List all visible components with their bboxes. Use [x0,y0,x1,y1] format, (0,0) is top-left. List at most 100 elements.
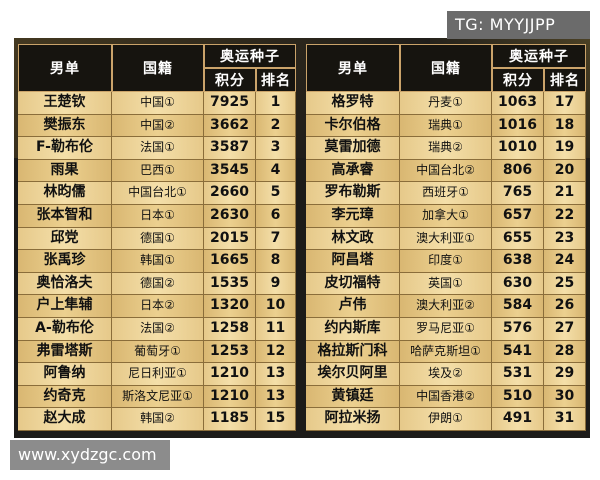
player-name: 莫雷加德 [306,137,400,160]
points-cell: 655 [492,227,544,251]
rank-cell: 30 [544,385,586,409]
nationality-cell: 加拿大① [400,204,492,228]
table-body-left: 王楚钦 中国① 7925 1 樊振东 中国② 3662 2 F-勒布伦 法国① 3587 3 雨果 巴西①… [18,92,296,431]
rank-cell: 21 [544,182,586,205]
points-cell: 630 [492,272,544,296]
points-cell: 3587 [204,137,256,160]
nationality-cell: 澳大利亚① [400,227,492,251]
points-cell: 3662 [204,114,256,138]
table-row: 莫雷加德 瑞典② 1010 19 [306,137,586,160]
nationality-cell: 韩国② [112,408,204,431]
rank-cell: 1 [256,92,296,115]
player-name: 卡尔伯格 [306,114,400,138]
player-name: 阿拉米扬 [306,408,400,431]
points-cell: 1665 [204,250,256,273]
player-name: 赵大成 [18,408,112,431]
table-row: 赵大成 韩国② 1185 15 [18,408,296,431]
table-row: 邱党 德国① 2015 7 [18,227,296,251]
player-name: 张禹珍 [18,250,112,273]
table-row: 高承睿 中国台北② 806 20 [306,159,586,183]
nationality-cell: 中国台北② [400,159,492,183]
rank-cell: 29 [544,363,586,386]
rank-cell: 12 [256,340,296,364]
rank-cell: 26 [544,295,586,318]
table-row: 约内斯库 罗马尼亚① 576 27 [306,317,586,341]
header-rank: 排名 [256,68,296,92]
table-row: A-勒布伦 法国② 1258 11 [18,317,296,341]
player-name: 卢伟 [306,295,400,318]
nationality-cell: 巴西① [112,159,204,183]
points-cell: 510 [492,385,544,409]
rank-cell: 17 [544,92,586,115]
player-name: 高承睿 [306,159,400,183]
nationality-cell: 法国② [112,317,204,341]
points-cell: 1210 [204,385,256,409]
player-name: 林昀儒 [18,182,112,205]
nationality-cell: 日本② [112,295,204,318]
header-olympic-seed: 奥运种子 [204,44,296,68]
player-name: 樊振东 [18,114,112,138]
nationality-cell: 法国① [112,137,204,160]
nationality-cell: 西班牙① [400,182,492,205]
rank-cell: 4 [256,159,296,183]
points-cell: 1185 [204,408,256,431]
nationality-cell: 伊朗① [400,408,492,431]
table-row: 奥恰洛夫 德国② 1535 9 [18,272,296,296]
points-cell: 1253 [204,340,256,364]
table-row: 张禹珍 韩国① 1665 8 [18,250,296,273]
points-cell: 3545 [204,159,256,183]
rank-cell: 27 [544,317,586,341]
table-row: 张本智和 日本① 2630 6 [18,204,296,228]
rank-cell: 25 [544,272,586,296]
points-cell: 1535 [204,272,256,296]
rank-cell: 13 [256,385,296,409]
ranking-table-right: 男单 国籍 奥运种子 积分 排名 格罗特 丹麦① 1063 17 卡尔伯格 瑞典① 1016… [306,44,586,431]
rank-cell: 3 [256,137,296,160]
points-cell: 1210 [204,363,256,386]
header-points: 积分 [492,68,544,92]
ranking-table-left: 男单 国籍 奥运种子 积分 排名 王楚钦 中国① 7925 1 樊振东 中国② 3662 2 F… [18,44,296,431]
header-player: 男单 [18,44,112,92]
nationality-cell: 尼日利亚① [112,363,204,386]
points-cell: 765 [492,182,544,205]
nationality-cell: 韩国① [112,250,204,273]
rank-cell: 23 [544,227,586,251]
rank-cell: 9 [256,272,296,296]
table-row: 约奇克 斯洛文尼亚① 1210 13 [18,385,296,409]
header-points: 积分 [204,68,256,92]
points-cell: 491 [492,408,544,431]
player-name: 王楚钦 [18,92,112,115]
points-cell: 638 [492,250,544,273]
points-cell: 7925 [204,92,256,115]
website-watermark: www.xydzgc.com [10,440,170,470]
header-olympic-seed: 奥运种子 [492,44,586,68]
player-name: 约内斯库 [306,317,400,341]
rank-cell: 15 [256,408,296,431]
table-row: 林文政 澳大利亚① 655 23 [306,227,586,251]
rank-cell: 18 [544,114,586,138]
table-row: 皮切福特 英国① 630 25 [306,272,586,296]
table-row: F-勒布伦 法国① 3587 3 [18,137,296,160]
nationality-cell: 罗马尼亚① [400,317,492,341]
rank-cell: 19 [544,137,586,160]
rank-cell: 22 [544,204,586,228]
player-name: 邱党 [18,227,112,251]
points-cell: 2630 [204,204,256,228]
player-name: 皮切福特 [306,272,400,296]
nationality-cell: 印度① [400,250,492,273]
player-name: 格拉斯门科 [306,340,400,364]
nationality-cell: 斯洛文尼亚① [112,385,204,409]
telegram-watermark: TG: MYYJJPP [447,11,590,39]
player-name: 格罗特 [306,92,400,115]
table-row: 弗雷塔斯 葡萄牙① 1253 12 [18,340,296,364]
nationality-cell: 中国台北① [112,182,204,205]
rank-cell: 7 [256,227,296,251]
table-row: 格拉斯门科 哈萨克斯坦① 541 28 [306,340,586,364]
header-player: 男单 [306,44,400,92]
table-body-right: 格罗特 丹麦① 1063 17 卡尔伯格 瑞典① 1016 18 莫雷加德 瑞典② 1010 19 高承… [306,92,586,431]
rank-cell: 24 [544,250,586,273]
player-name: 埃尔贝阿里 [306,363,400,386]
points-cell: 541 [492,340,544,364]
player-name: 弗雷塔斯 [18,340,112,364]
nationality-cell: 日本① [112,204,204,228]
